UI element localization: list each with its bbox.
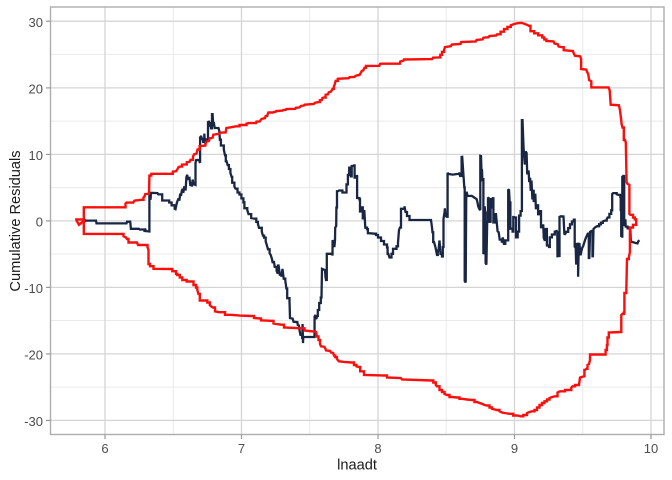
svg-text:10: 10 [29,148,43,163]
svg-text:30: 30 [29,15,43,30]
svg-text:lnaadt: lnaadt [337,458,377,474]
svg-text:-10: -10 [24,281,43,296]
svg-text:9: 9 [511,441,518,456]
svg-text:20: 20 [29,82,43,97]
svg-text:-20: -20 [24,348,43,363]
svg-text:10: 10 [644,441,658,456]
svg-text:-30: -30 [24,414,43,429]
svg-text:6: 6 [101,441,108,456]
svg-text:8: 8 [374,441,381,456]
svg-text:0: 0 [36,215,43,230]
svg-text:Cumulative Residuals: Cumulative Residuals [8,150,24,291]
svg-text:7: 7 [238,441,245,456]
